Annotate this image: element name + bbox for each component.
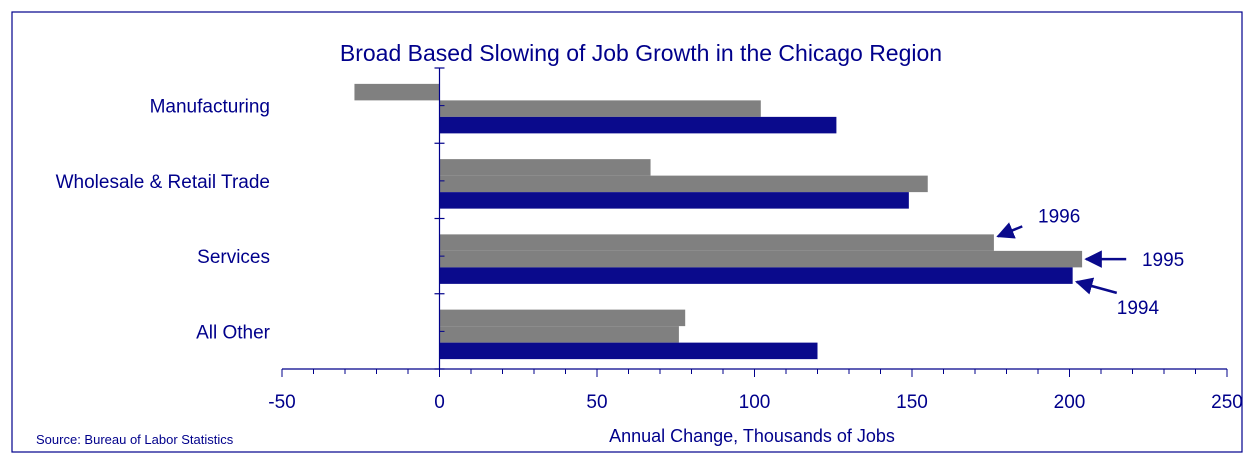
bar-1996-wholesale-retail-trade (439, 159, 651, 176)
x-tick-label: 150 (896, 392, 928, 413)
bar-1994-manufacturing (439, 116, 837, 134)
annotation-arrow-1996 (996, 222, 1023, 239)
bar-1996-manufacturing (354, 83, 440, 101)
bar-1995-services (439, 250, 1083, 268)
bar-1996-services (439, 234, 994, 251)
annotation-label-1996: 1996 (1038, 206, 1080, 227)
bar-1994-all-other (439, 342, 818, 360)
bars-group (354, 83, 1083, 360)
category-label: Wholesale & Retail Trade (56, 172, 270, 193)
x-tick-label: 100 (739, 392, 771, 413)
x-tick-label: 200 (1054, 392, 1086, 413)
category-labels: Manufacturing Wholesale & Retail Trade Ser… (56, 97, 271, 344)
annotation-label-1994: 1994 (1117, 298, 1160, 319)
category-label: All Other (196, 322, 271, 343)
series-annotations: 1996 1995 1994 (996, 206, 1184, 319)
annotation-arrow-1994 (1074, 277, 1118, 295)
x-tick-label: -50 (268, 392, 295, 413)
bar-1994-wholesale-retail-trade (439, 192, 909, 209)
x-axis-label: Annual Change, Thousands of Jobs (609, 426, 895, 446)
source-note: Source: Bureau of Labor Statistics (36, 432, 234, 447)
x-tick-label: 250 (1211, 392, 1243, 413)
axes-group: -50 0 50 100 150 200 250 (268, 67, 1243, 413)
category-label: Services (197, 247, 270, 268)
bar-1995-all-other (439, 326, 679, 343)
bar-1995-manufacturing (439, 100, 761, 117)
bar-1994-services (439, 267, 1073, 284)
bar-1996-all-other (439, 309, 686, 327)
chart-border (11, 11, 1243, 453)
annotation-label-1995: 1995 (1142, 250, 1184, 271)
bar-1995-wholesale-retail-trade (439, 175, 928, 193)
x-tick-label: 0 (434, 392, 445, 413)
chart-title: Broad Based Slowing of Job Growth in the… (340, 40, 942, 66)
x-tick-label: 50 (586, 392, 607, 413)
category-label: Manufacturing (150, 97, 270, 118)
